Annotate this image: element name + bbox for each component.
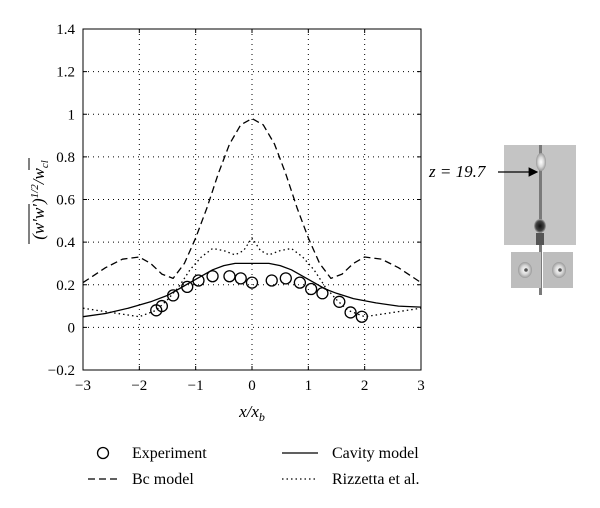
x-tick-label: 3 xyxy=(417,378,425,394)
legend-item-bc-model: Bc model xyxy=(88,471,194,488)
experiment-point xyxy=(344,306,357,319)
legend-label-experiment: Experiment xyxy=(132,445,207,462)
experiment-point xyxy=(333,295,346,308)
series-layer xyxy=(82,117,422,323)
legend-label-bc-model: Bc model xyxy=(132,471,194,488)
x-axis-label: x/xb xyxy=(238,402,265,424)
y-tick-label: 1 xyxy=(68,107,76,123)
y-tick-label: 0.8 xyxy=(56,150,75,166)
y-tick-label: 0 xyxy=(68,320,76,336)
legend-label-rizzetta: Rizzetta et al. xyxy=(332,471,420,488)
y-tick-labels: −0.2 0 0.2 0.4 0.6 0.8 1 1.2 1.4 xyxy=(48,22,76,379)
x-tick-label: −3 xyxy=(75,378,91,394)
x-tick-label: 0 xyxy=(248,378,256,394)
experiment-point xyxy=(234,272,247,285)
x-tick-label: −1 xyxy=(188,378,204,394)
inset-upper-vortex xyxy=(536,153,546,171)
x-tick-label: 2 xyxy=(361,378,369,394)
x-tick-label: 1 xyxy=(305,378,313,394)
legend-item-experiment: Experiment xyxy=(96,445,207,462)
legend-item-cavity-model: Cavity model xyxy=(282,445,419,462)
experiment-point xyxy=(293,276,307,289)
y-tick-label: 1.4 xyxy=(56,22,75,38)
legend-item-rizzetta: Rizzetta et al. xyxy=(282,471,420,488)
svg-text:(w′w′)1/2/wcl: (w′w′)1/2/wcl xyxy=(29,160,51,240)
bc-model-line xyxy=(82,117,422,284)
y-tick-label: 1.2 xyxy=(56,65,75,81)
rizzetta-et-al-line xyxy=(82,237,422,318)
y-tick-label: −0.2 xyxy=(48,363,75,379)
x-tick-label: −2 xyxy=(131,378,147,394)
plot-frame xyxy=(82,28,422,371)
inset-dark-core xyxy=(534,219,546,233)
cavity-model-line xyxy=(82,262,422,318)
experiment-point xyxy=(245,276,259,289)
inset-image: z = 19.7 xyxy=(428,145,576,295)
experiment-point xyxy=(265,274,278,287)
y-axis-label: (w′w′)1/2/wcl xyxy=(28,158,51,244)
y-tick-label: 0.4 xyxy=(56,235,75,251)
experiment-point xyxy=(206,270,219,283)
grid-lines xyxy=(82,28,422,371)
y-tick-label: 0.6 xyxy=(56,193,75,209)
legend-label-cavity-model: Cavity model xyxy=(332,445,419,462)
legend: Experiment Bc model Cavity model Rizzett… xyxy=(88,445,420,488)
inset-label: z = 19.7 xyxy=(428,162,487,181)
x-tick-labels: −3 −2 −1 0 1 2 3 xyxy=(75,378,425,394)
experiment-point xyxy=(155,299,169,313)
experiment-point xyxy=(279,272,292,285)
experiment-point xyxy=(304,282,318,296)
y-tick-label: 0.2 xyxy=(56,278,75,294)
